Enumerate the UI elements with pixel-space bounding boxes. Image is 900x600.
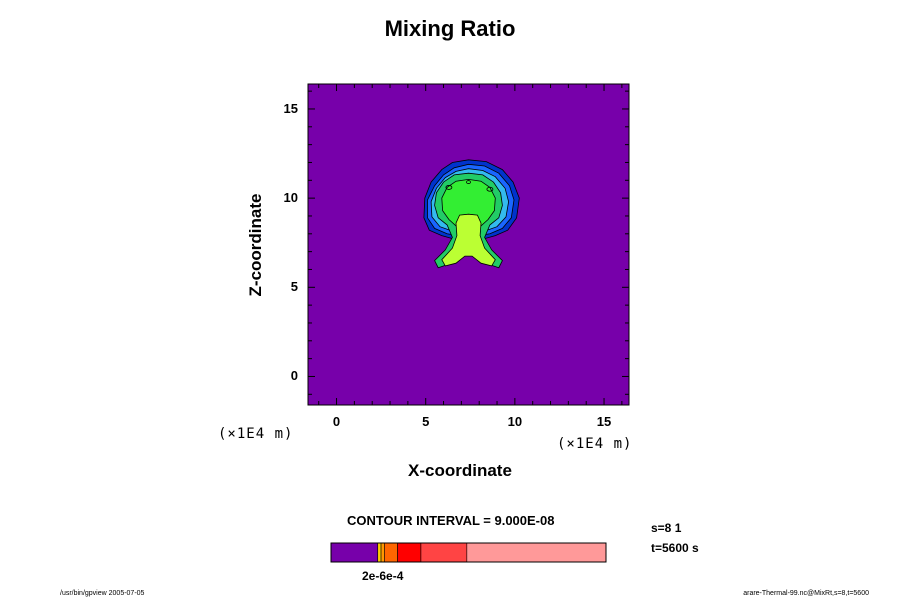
colorbar [330,542,607,563]
x-tick-label: 0 [332,414,341,429]
colorbar-segment [466,542,607,563]
plot-axes [307,83,630,406]
contour-interval-label: CONTOUR INTERVAL = 9.000E-08 [347,513,555,528]
colorbar-segment [397,542,422,563]
colorbar-label: 2e-6e-4 [362,569,404,583]
colorbar-segment [384,542,398,563]
chart-title: Mixing Ratio [384,16,516,41]
contour-eddy [445,185,453,190]
plot-field [308,84,629,405]
y-tick-label: 5 [290,279,298,295]
step-info: s=8 1 [651,521,682,535]
contour-eddy [486,186,494,192]
footer-left: /usr/bin/gpview 2005-07-05 [60,590,145,597]
y-tick-label: 15 [283,100,298,116]
plot-frame [307,83,630,406]
colorbar-frame [330,542,607,563]
colorbar-segment [377,542,382,563]
x-tick-label: 15 [596,414,612,429]
y-axis-unit: (×1E4 m) [218,426,294,442]
x-axis-unit: (×1E4 m) [557,436,633,452]
footer-right: arare-Thermal-99.nc@MixRt,s=8,t=5600 [743,590,869,597]
colorbar-segment [330,542,379,563]
contour-level-6 [441,213,496,267]
time-info: t=5600 s [651,541,699,555]
colorbar-segment [420,542,468,563]
y-tick-label: 10 [283,190,298,206]
x-axis-label: X-coordinate [408,461,512,480]
x-tick-label: 5 [422,414,430,429]
x-tick-label: 10 [507,414,523,429]
colorbar-segment [380,542,385,563]
y-tick-label: 0 [290,368,298,384]
contour-eddy [466,180,471,184]
